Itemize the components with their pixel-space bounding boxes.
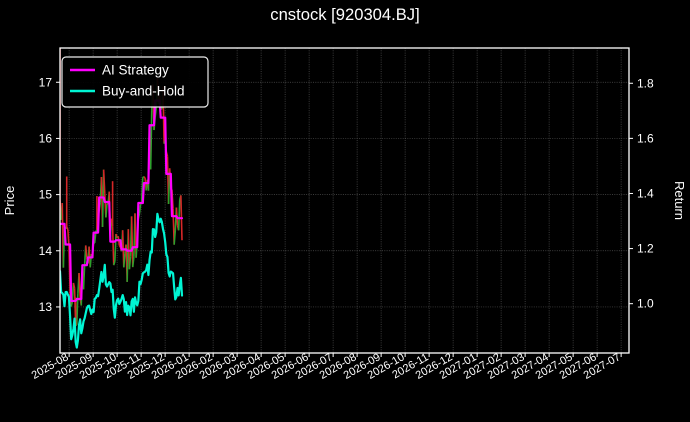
svg-text:cnstock [920304.BJ]: cnstock [920304.BJ] — [270, 5, 419, 24]
svg-text:AI Strategy: AI Strategy — [102, 63, 169, 78]
svg-text:1.6: 1.6 — [637, 131, 654, 145]
svg-text:15: 15 — [39, 188, 53, 202]
svg-text:1.0: 1.0 — [637, 297, 654, 311]
svg-text:16: 16 — [39, 131, 53, 145]
svg-text:1.8: 1.8 — [637, 76, 654, 90]
svg-text:Price: Price — [2, 186, 17, 216]
svg-text:1.2: 1.2 — [637, 242, 654, 256]
svg-text:1.4: 1.4 — [637, 186, 654, 200]
svg-text:14: 14 — [39, 244, 53, 258]
svg-text:13: 13 — [39, 300, 53, 314]
svg-text:17: 17 — [39, 75, 53, 89]
svg-text:Return: Return — [672, 181, 687, 220]
svg-text:Buy-and-Hold: Buy-and-Hold — [102, 84, 185, 99]
